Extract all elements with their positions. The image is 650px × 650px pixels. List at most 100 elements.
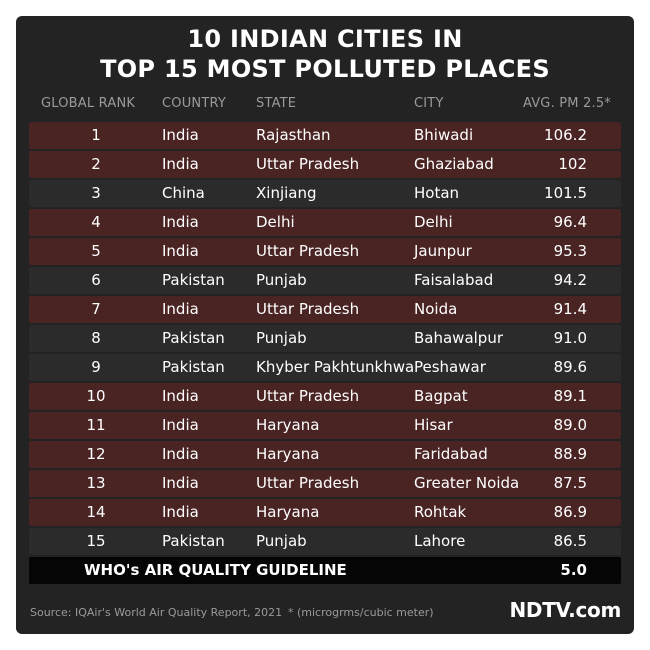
pm25-cell: 86.9 [553, 503, 587, 521]
table-row: 4 India Delhi Delhi 96.4 [29, 209, 621, 236]
table-row: 11 India Haryana Hisar 89.0 [29, 412, 621, 439]
country-cell: Pakistan [162, 329, 225, 347]
state-cell: Khyber Pakhtunkhwa [256, 358, 415, 376]
pm25-cell: 101.5 [544, 184, 587, 202]
state-cell: Uttar Pradesh [256, 242, 360, 260]
country-cell: India [162, 213, 199, 231]
rank-cell: 15 [86, 532, 106, 550]
table-row: 12 India Haryana Faridabad 88.9 [29, 441, 621, 468]
table-row: 15 Pakistan Punjab Lahore 86.5 [29, 528, 621, 555]
unit-footnote: * (microgrms/cubic meter) [288, 606, 434, 619]
pm25-cell: 88.9 [553, 445, 587, 463]
city-cell: Faridabad [414, 445, 488, 463]
city-cell: Delhi [414, 213, 453, 231]
rank-cell: 8 [91, 329, 101, 347]
table-row: 7 India Uttar Pradesh Noida 91.4 [29, 296, 621, 323]
table-row: 1 India Rajasthan Bhiwadi 106.2 [29, 122, 621, 149]
title-line-1: 10 INDIAN CITIES IN [187, 25, 463, 53]
table-row: 3 China Xinjiang Hotan 101.5 [29, 180, 621, 207]
pm25-cell: 86.5 [553, 532, 587, 550]
country-cell: India [162, 474, 199, 492]
pm25-cell: 89.1 [553, 387, 587, 405]
table-row: 8 Pakistan Punjab Bahawalpur 91.0 [29, 325, 621, 352]
country-cell: Pakistan [162, 271, 225, 289]
city-cell: Bagpat [414, 387, 468, 405]
state-cell: Uttar Pradesh [256, 474, 360, 492]
title-line-2: TOP 15 MOST POLLUTED PLACES [100, 55, 550, 83]
rank-cell: 9 [91, 358, 101, 376]
city-cell: Greater Noida [414, 474, 520, 492]
city-cell: Bhiwadi [414, 126, 474, 144]
infographic-title: 10 INDIAN CITIES IN TOP 15 MOST POLLUTED… [16, 24, 634, 84]
country-cell: India [162, 155, 199, 173]
pm25-cell: 96.4 [553, 213, 587, 231]
country-cell: China [162, 184, 205, 202]
state-cell: Xinjiang [256, 184, 317, 202]
country-cell: India [162, 387, 199, 405]
rank-cell: 7 [91, 300, 101, 318]
country-cell: Pakistan [162, 532, 225, 550]
pm25-cell: 94.2 [553, 271, 587, 289]
city-cell: Noida [414, 300, 458, 318]
table-row: 13 India Uttar Pradesh Greater Noida 87.5 [29, 470, 621, 497]
city-cell: Ghaziabad [414, 155, 494, 173]
state-cell: Uttar Pradesh [256, 300, 360, 318]
table-row: 10 India Uttar Pradesh Bagpat 89.1 [29, 383, 621, 410]
header-state: STATE [256, 96, 297, 111]
country-cell: India [162, 300, 199, 318]
infographic-card: 10 INDIAN CITIES IN TOP 15 MOST POLLUTED… [16, 16, 634, 634]
pm25-cell: 89.6 [553, 358, 587, 376]
state-cell: Haryana [256, 503, 320, 521]
pm25-cell: 91.4 [553, 300, 587, 318]
header-global-rank: GLOBAL RANK [41, 96, 136, 111]
city-cell: Lahore [414, 532, 466, 550]
rank-cell: 13 [86, 474, 106, 492]
who-guideline-value: 5.0 [560, 561, 587, 579]
rank-cell: 1 [91, 126, 101, 144]
rank-cell: 2 [91, 155, 101, 173]
city-cell: Faisalabad [414, 271, 494, 289]
header-avg-pm25: AVG. PM 2.5* [522, 96, 611, 111]
state-cell: Rajasthan [256, 126, 331, 144]
source-note: Source: IQAir's World Air Quality Report… [30, 606, 283, 619]
country-cell: India [162, 503, 199, 521]
ndtv-logo: NDTV.com [509, 598, 621, 622]
country-cell: India [162, 445, 199, 463]
country-cell: India [162, 126, 199, 144]
state-cell: Haryana [256, 445, 320, 463]
pm25-cell: 106.2 [544, 126, 587, 144]
table-row: 5 India Uttar Pradesh Jaunpur 95.3 [29, 238, 621, 265]
pm25-cell: 95.3 [553, 242, 587, 260]
table-header: GLOBAL RANK COUNTRY STATE CITY AVG. PM 2… [16, 96, 634, 114]
country-cell: Pakistan [162, 358, 225, 376]
state-cell: Punjab [256, 329, 307, 347]
rank-cell: 4 [91, 213, 101, 231]
table-row: 14 India Haryana Rohtak 86.9 [29, 499, 621, 526]
city-cell: Peshawar [414, 358, 486, 376]
state-cell: Uttar Pradesh [256, 387, 360, 405]
header-country: COUNTRY [162, 96, 227, 111]
rank-cell: 10 [86, 387, 106, 405]
state-cell: Punjab [256, 532, 307, 550]
city-cell: Hotan [414, 184, 460, 202]
city-cell: Rohtak [414, 503, 467, 521]
table-row: 9 Pakistan Khyber Pakhtunkhwa Peshawar 89.6 [29, 354, 621, 381]
pm25-cell: 91.0 [553, 329, 587, 347]
city-cell: Hisar [414, 416, 453, 434]
city-cell: Jaunpur [414, 242, 472, 260]
country-cell: India [162, 416, 199, 434]
country-cell: India [162, 242, 199, 260]
state-cell: Punjab [256, 271, 307, 289]
pm25-cell: 89.0 [553, 416, 587, 434]
table-row: 2 India Uttar Pradesh Ghaziabad 102 [29, 151, 621, 178]
rank-cell: 5 [91, 242, 101, 260]
pm25-cell: 87.5 [553, 474, 587, 492]
rank-cell: 11 [86, 416, 106, 434]
rank-cell: 14 [86, 503, 106, 521]
state-cell: Haryana [256, 416, 320, 434]
rank-cell: 12 [86, 445, 106, 463]
who-guideline-label: WHO's AIR QUALITY GUIDELINE [84, 561, 347, 579]
city-cell: Bahawalpur [414, 329, 504, 347]
header-city: CITY [414, 96, 444, 111]
state-cell: Delhi [256, 213, 295, 231]
